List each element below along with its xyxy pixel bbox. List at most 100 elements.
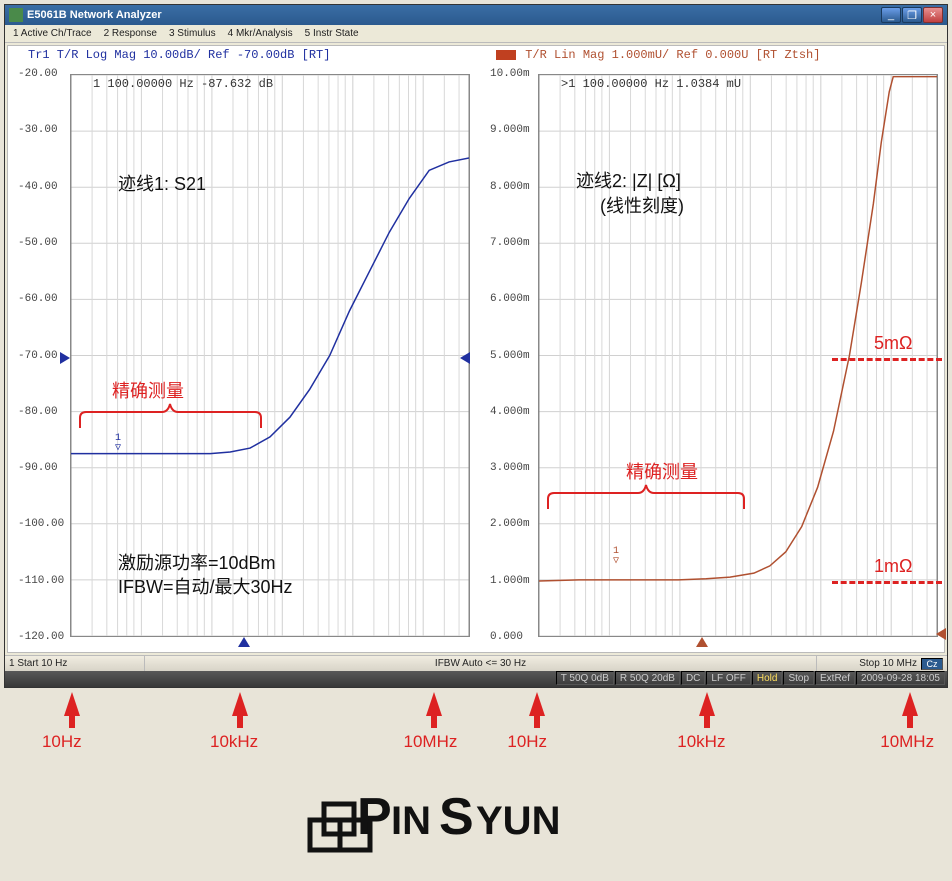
status-stop: Stop 10 MHz Cz [817, 656, 947, 671]
y-axis-tick: -70.00 [18, 350, 58, 362]
trace-marker-1: 1▽ [113, 434, 123, 454]
y-axis-tick: 3.000m [490, 462, 530, 474]
freq-label: 10MHz [404, 732, 458, 752]
y-axis-tick: 10.00m [490, 68, 530, 80]
source-power-label: 激励源功率=10dBm [118, 549, 276, 575]
chart-left-title: Tr1 T/R Log Mag 10.00dB/ Ref -70.00dB [R… [28, 48, 330, 62]
freq-arrow-stem [431, 714, 437, 728]
status-stop-text: Stop 10 MHz [859, 658, 917, 669]
status-row-2: T 50Q 0dB R 50Q 20dB DC LF OFF Hold Stop… [5, 671, 947, 687]
chart-right-grid[interactable]: >1 100.00000 Hz 1.0384 mU [538, 74, 938, 637]
menu-response[interactable]: 2 Response [98, 28, 163, 39]
freq-arrow [529, 692, 545, 716]
trace-marker-2: 1▽ [611, 547, 621, 567]
minimize-button[interactable]: _ [881, 7, 901, 23]
x-marker-orange [696, 637, 708, 647]
ref-marker-left-blue [60, 352, 70, 364]
dash-5mohm [832, 358, 942, 361]
y-axis-tick: 2.000m [490, 518, 530, 530]
y-axis-tick: 6.000m [490, 293, 530, 305]
trace2-label-2: (线性刻度) [600, 192, 684, 218]
svg-text:S: S [439, 788, 474, 846]
chart-right-title-text: T/R Lin Mag 1.000mU/ Ref 0.000U [RT Ztsh… [525, 48, 820, 62]
ifbw-label: IFBW=自动/最大30Hz [118, 573, 293, 599]
freq-label: 10Hz [507, 732, 547, 752]
titlebar: E5061B Network Analyzer _ ❐ × [5, 5, 947, 25]
menu-instr-state[interactable]: 5 Instr State [299, 28, 365, 39]
menu-active-ch[interactable]: 1 Active Ch/Trace [7, 28, 98, 39]
freq-arrow-stem [534, 714, 540, 728]
status-stop-btn[interactable]: Stop [783, 671, 814, 685]
x-marker-blue [238, 637, 250, 647]
y-axis-tick: -20.00 [18, 68, 58, 80]
freq-arrow-stem [704, 714, 710, 728]
plot-area: Tr1 T/R Log Mag 10.00dB/ Ref -70.00dB [R… [7, 45, 945, 653]
y-axis-tick: 8.000m [490, 181, 530, 193]
status-center: IFBW Auto <= 30 Hz [145, 656, 817, 671]
svg-text:IN: IN [391, 799, 431, 843]
y-axis-tick: 0.000 [490, 631, 523, 643]
status-t50q: T 50Q 0dB [556, 671, 614, 685]
freq-label: 10MHz [880, 732, 934, 752]
y-axis-tick: -30.00 [18, 124, 58, 136]
freq-arrow [699, 692, 715, 716]
freq-label: 10Hz [42, 732, 82, 752]
freq-arrow [232, 692, 248, 716]
status-extref: ExtRef [815, 671, 855, 685]
label-1mohm: 1mΩ [874, 556, 912, 577]
y-axis-tick: -120.00 [18, 631, 64, 643]
freq-arrow [902, 692, 918, 716]
svg-text:P: P [357, 788, 392, 846]
accurate-label-right: 精确测量 [626, 458, 698, 484]
maximize-button[interactable]: ❐ [902, 7, 922, 23]
dash-1mohm [832, 581, 942, 584]
status-lfoff: LF OFF [706, 671, 750, 685]
y-axis-tick: 7.000m [490, 237, 530, 249]
chart-impedance: T/R Lin Mag 1.000mU/ Ref 0.000U [RT Ztsh… [476, 46, 944, 652]
freq-arrow [426, 692, 442, 716]
freq-arrow [64, 692, 80, 716]
app-window: E5061B Network Analyzer _ ❐ × 1 Active C… [4, 4, 948, 688]
chart-right-marker-readout: >1 100.00000 Hz 1.0384 mU [561, 77, 741, 91]
y-axis-tick: 1.000m [490, 575, 530, 587]
status-r50q: R 50Q 20dB [615, 671, 680, 685]
menu-stimulus[interactable]: 3 Stimulus [163, 28, 222, 39]
y-axis-tick: 5.000m [490, 350, 530, 362]
y-axis-tick: 4.000m [490, 406, 530, 418]
status-datetime: 2009-09-28 18:05 [856, 671, 945, 685]
brace-left [78, 402, 263, 430]
status-row-1: 1 Start 10 Hz IFBW Auto <= 30 Hz Stop 10… [5, 655, 947, 671]
status-hold: Hold [752, 671, 783, 685]
close-button[interactable]: × [923, 7, 943, 23]
y-axis-tick: -110.00 [18, 575, 64, 587]
accurate-label-left: 精确测量 [112, 377, 184, 403]
brace-right [546, 483, 746, 511]
y-axis-tick: -60.00 [18, 293, 58, 305]
status-dc: DC [681, 671, 705, 685]
menu-mkr-analysis[interactable]: 4 Mkr/Analysis [222, 28, 299, 39]
y-axis-tick: -100.00 [18, 518, 64, 530]
freq-arrow-stem [69, 714, 75, 728]
chart-s21: Tr1 T/R Log Mag 10.00dB/ Ref -70.00dB [R… [8, 46, 476, 652]
trace2-label-1: 迹线2: |Z| [Ω] [576, 167, 681, 193]
trace1-label: 迹线1: S21 [118, 170, 206, 196]
ref-marker-right-orange-r [936, 628, 946, 640]
label-5mohm: 5mΩ [874, 333, 912, 354]
status-start: 1 Start 10 Hz [5, 656, 145, 671]
freq-arrow-stem [237, 714, 243, 728]
ref-marker-right-blue [460, 352, 470, 364]
y-axis-tick: 9.000m [490, 124, 530, 136]
freq-arrow-stem [907, 714, 913, 728]
trace-color-swatch [496, 50, 516, 60]
logo: P IN S YUN [0, 774, 952, 864]
y-axis-tick: -80.00 [18, 406, 58, 418]
chart-left-marker-readout: 1 100.00000 Hz -87.632 dB [93, 77, 273, 91]
window-title: E5061B Network Analyzer [27, 9, 881, 21]
chart-right-title: T/R Lin Mag 1.000mU/ Ref 0.000U [RT Ztsh… [496, 48, 820, 62]
y-axis-tick: -50.00 [18, 237, 58, 249]
y-axis-tick: -90.00 [18, 462, 58, 474]
status-stop-badge: Cz [921, 658, 943, 670]
svg-text:YUN: YUN [476, 799, 560, 843]
window-buttons: _ ❐ × [881, 7, 943, 23]
app-icon [9, 8, 23, 22]
